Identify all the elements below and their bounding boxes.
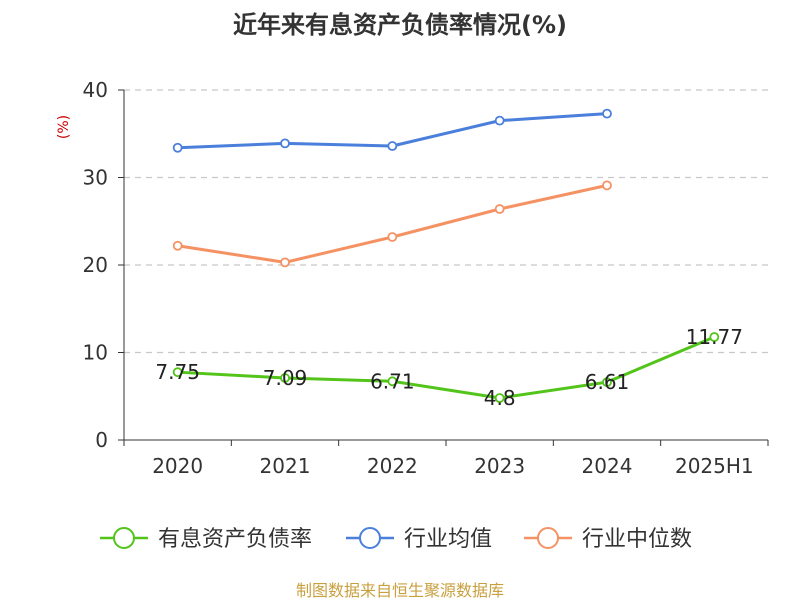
legend-marker-icon [537, 527, 559, 549]
x-tick-label: 2020 [152, 454, 203, 478]
legend-label: 有息资产负债率 [158, 527, 312, 552]
legend-marker-icon [359, 527, 381, 549]
y-axis-label: (%) [56, 115, 72, 139]
y-tick-label: 30 [83, 166, 108, 190]
data-label: 11.77 [686, 325, 743, 349]
legend-marker-icon [113, 527, 135, 549]
data-point [172, 367, 183, 378]
x-tick-label: 2022 [367, 454, 418, 478]
data-label: 6.71 [370, 369, 415, 393]
y-tick-label: 20 [83, 253, 108, 277]
series-line [177, 183, 608, 264]
series-lines [172, 108, 720, 403]
legend-item[interactable]: 有息资产负债率 [100, 527, 312, 552]
data-label: 7.75 [155, 360, 200, 384]
data-point [280, 257, 290, 268]
chart-title: 近年来有息资产负债率情况(%) [233, 11, 567, 39]
data-point [280, 373, 290, 383]
x-tick-label: 2021 [260, 454, 311, 478]
data-point [709, 332, 720, 342]
y-tick-label: 40 [83, 78, 108, 102]
series-line [177, 335, 715, 400]
legend-item[interactable]: 行业中位数 [524, 527, 692, 552]
x-tick-label: 2023 [474, 454, 525, 478]
axes: 0 10 20 30 40 2020 2021 2022 2023 2024 2025H1 [83, 78, 769, 478]
source-note: 制图数据来自恒生聚源数据库 [296, 581, 504, 600]
data-point [494, 204, 505, 214]
y-tick-label: 10 [83, 341, 108, 365]
data-label: 7.09 [263, 366, 308, 390]
data-point [387, 141, 398, 151]
data-point [172, 142, 183, 153]
x-tick-label: 2024 [582, 454, 633, 478]
data-point [494, 115, 505, 126]
data-point [494, 393, 505, 403]
y-tick-label: 0 [95, 428, 108, 452]
data-point [602, 108, 612, 119]
data-label: 4.8 [484, 386, 516, 410]
data-point [280, 138, 290, 149]
data-point [602, 377, 612, 388]
data-point [387, 376, 398, 387]
data-labels: 7.75 7.09 6.71 4.8 6.61 11.77 [155, 325, 743, 410]
legend-label: 行业均值 [404, 527, 492, 552]
data-point [387, 232, 398, 242]
data-point [602, 180, 612, 191]
legend-label: 行业中位数 [582, 527, 692, 552]
legend-item[interactable]: 行业均值 [346, 527, 492, 552]
legend[interactable]: 有息资产负债率 行业均值 行业中位数 [100, 527, 692, 552]
x-tick-label: 2025H1 [675, 454, 754, 478]
grid-lines [124, 89, 768, 354]
data-label: 6.61 [585, 370, 630, 394]
data-point [172, 240, 183, 251]
